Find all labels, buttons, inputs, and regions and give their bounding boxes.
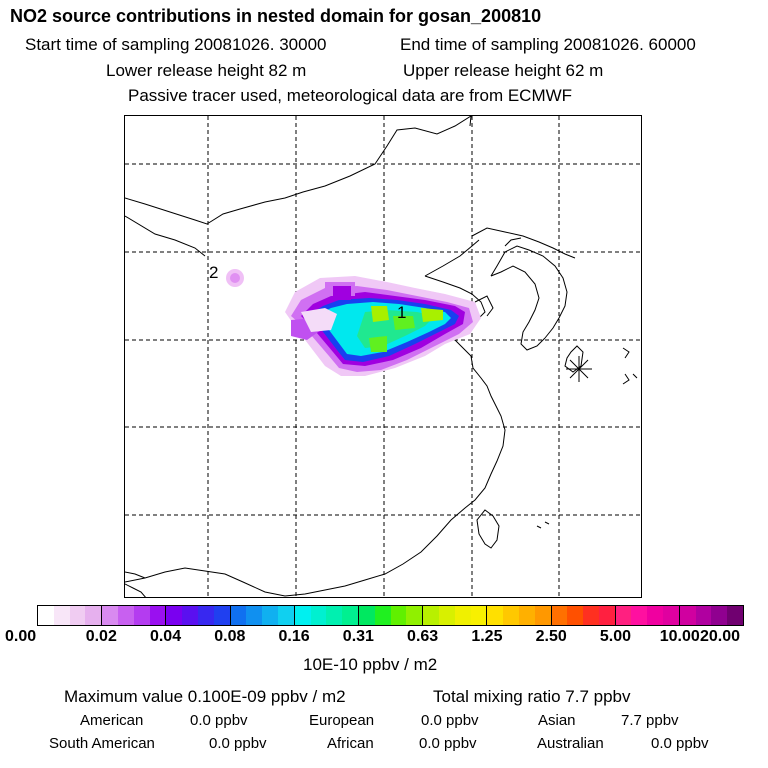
region-european-value: 0.0 ppbv — [421, 712, 479, 729]
colorbar-swatch — [342, 606, 358, 625]
colorbar-swatch — [423, 606, 439, 625]
colorbar-swatch — [182, 606, 198, 625]
colorbar-swatch — [438, 606, 455, 625]
colorbar-swatch — [262, 606, 278, 625]
source-label-2: 2 — [209, 263, 218, 282]
region-european: European — [309, 712, 375, 729]
colorbar-tick-label: 20.00 — [700, 628, 741, 645]
colorbar-segment — [102, 606, 167, 625]
colorbar-tick-label: 0.04 — [149, 628, 182, 645]
colorbar-segment — [679, 606, 744, 625]
colorbar-swatch — [663, 606, 679, 625]
colorbar-segment — [38, 606, 103, 625]
receptor-asterisk-icon — [566, 356, 592, 382]
map-panel: 1 2 — [124, 115, 642, 598]
region-american-value: 0.0 ppbv — [190, 712, 248, 729]
total-mixing-ratio: Total mixing ratio 7.7 ppbv — [433, 687, 631, 706]
colorbar-swatch — [454, 606, 471, 625]
colorbar-swatch — [38, 606, 54, 625]
colorbar-segment — [166, 606, 231, 625]
colorbar-swatch — [647, 606, 664, 625]
colorbar-swatch — [133, 606, 150, 625]
colorbar-swatch — [230, 606, 247, 625]
colorbar-swatch — [294, 606, 311, 625]
colorbar-swatch — [246, 606, 263, 625]
colorbar-segment — [423, 606, 488, 625]
region-south-american: South American — [49, 735, 155, 752]
colorbar-segment — [294, 606, 359, 625]
colorbar-swatch — [679, 606, 696, 625]
region-african: African — [327, 735, 374, 752]
colorbar-tick-label: 0.00 — [5, 628, 37, 645]
colorbar-swatch — [711, 606, 728, 625]
colorbar-tick-label: 5.00 — [599, 628, 632, 645]
colorbar-swatch — [310, 606, 327, 625]
tracer-note: Passive tracer used, meteorological data… — [128, 86, 573, 105]
colorbar-swatch — [487, 606, 504, 625]
region-asian: Asian — [538, 712, 576, 729]
colorbar-unit: 10E-10 ppbv / m2 — [303, 655, 438, 674]
colorbar-swatch — [358, 606, 375, 625]
colorbar — [37, 605, 744, 626]
colorbar-tick-label: 1.25 — [471, 628, 503, 645]
colorbar-swatch — [598, 606, 615, 625]
region-african-value: 0.0 ppbv — [419, 735, 477, 752]
colorbar-segment — [551, 606, 616, 625]
colorbar-swatch — [567, 606, 584, 625]
colorbar-swatch — [326, 606, 343, 625]
colorbar-swatch — [503, 606, 519, 625]
end-time: End time of sampling 20081026. 60000 — [400, 35, 696, 54]
region-australian: Australian — [537, 735, 604, 752]
colorbar-swatch — [149, 606, 166, 625]
colorbar-tick-label: 10.00 — [659, 628, 700, 645]
colorbar-swatch — [551, 606, 568, 625]
start-time: Start time of sampling 20081026. 30000 — [25, 35, 327, 54]
colorbar-segment — [615, 606, 680, 625]
map-svg: 1 2 — [125, 116, 641, 597]
colorbar-swatch — [695, 606, 712, 625]
colorbar-swatch — [374, 606, 391, 625]
colorbar-swatch — [69, 606, 86, 625]
colorbar-swatch — [406, 606, 423, 625]
colorbar-segment — [487, 606, 552, 625]
colorbar-swatch — [166, 606, 183, 625]
coastline-borders — [125, 116, 638, 597]
no2-plume-source-1 — [285, 276, 481, 376]
upper-release-height: Upper release height 62 m — [403, 61, 604, 80]
colorbar-segment — [230, 606, 295, 625]
colorbar-swatch — [85, 606, 102, 625]
colorbar-swatch — [102, 606, 118, 625]
source-label-1: 1 — [397, 303, 406, 322]
colorbar-swatch — [117, 606, 134, 625]
lat-lon-grid — [125, 116, 641, 597]
max-value: Maximum value 0.100E-09 ppbv / m2 — [64, 687, 346, 706]
region-american: American — [80, 712, 144, 729]
region-australian-value: 0.0 ppbv — [651, 735, 709, 752]
colorbar-swatch — [615, 606, 632, 625]
colorbar-tick-label: 0.08 — [214, 628, 246, 645]
colorbar-swatch — [631, 606, 648, 625]
colorbar-tick-label: 2.50 — [535, 628, 567, 645]
region-south-american-value: 0.0 ppbv — [209, 735, 267, 752]
colorbar-segment — [358, 606, 424, 625]
colorbar-swatch — [518, 606, 535, 625]
page-title: NO2 source contributions in nested domai… — [10, 6, 542, 26]
colorbar-swatch — [390, 606, 407, 625]
colorbar-tick-label: 0.02 — [85, 628, 117, 645]
lower-release-height: Lower release height 82 m — [106, 61, 307, 80]
colorbar-swatch — [470, 606, 487, 625]
colorbar-swatch — [583, 606, 599, 625]
colorbar-swatch — [197, 606, 214, 625]
colorbar-swatch — [53, 606, 70, 625]
colorbar-swatch — [534, 606, 551, 625]
colorbar-swatch — [213, 606, 230, 625]
colorbar-swatch — [727, 606, 744, 625]
region-asian-value: 7.7 ppbv — [621, 712, 679, 729]
colorbar-tick-label: 0.63 — [407, 628, 439, 645]
colorbar-tick-label: 0.16 — [278, 628, 310, 645]
colorbar-tick-label: 0.31 — [342, 628, 374, 645]
colorbar-swatch — [277, 606, 294, 625]
